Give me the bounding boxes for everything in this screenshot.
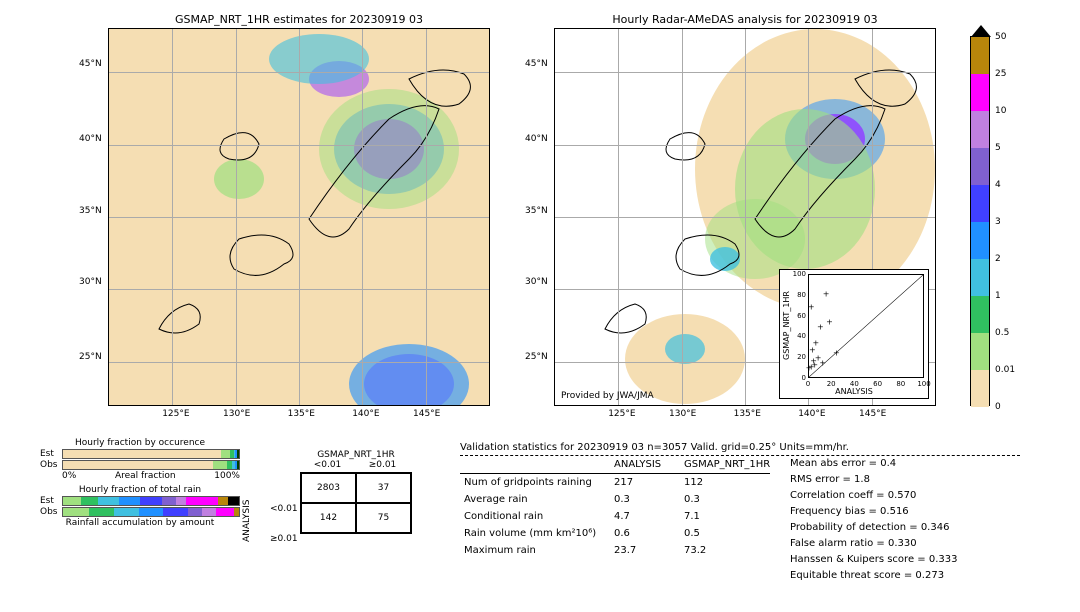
xtick: 130°E xyxy=(223,409,250,419)
stats-row-label: Num of gridpoints raining xyxy=(460,474,610,491)
stats-metric: Hanssen & Kuipers score = 0.333 xyxy=(790,552,957,568)
stats-row-label: Conditional rain xyxy=(460,508,610,525)
stats-row-label: Maximum rain xyxy=(460,542,610,559)
colorbar-tick: 0.5 xyxy=(995,328,1009,338)
stats-metric: Correlation coeff = 0.570 xyxy=(790,488,957,504)
frac-row-label: Obs xyxy=(40,460,62,470)
stats-metric: Probability of detection = 0.346 xyxy=(790,520,957,536)
scatter-ylabel: GSMAP_NRT_1HR xyxy=(782,291,791,360)
stats-metric: Equitable threat score = 0.273 xyxy=(790,568,957,584)
ct-cell: 142 xyxy=(301,503,356,533)
ytick: 30°N xyxy=(525,277,548,287)
stats-cell: 0.3 xyxy=(680,491,770,508)
colorbar-tick: 4 xyxy=(995,180,1001,190)
stats-cell: 23.7 xyxy=(610,542,680,559)
ct-row-header: ≥0.01 xyxy=(270,524,298,554)
ytick: 45°N xyxy=(525,59,548,69)
stats-cell: 0.5 xyxy=(680,525,770,542)
ct-cell: 37 xyxy=(356,473,411,503)
occ-xlabel: Areal fraction xyxy=(115,471,176,481)
ytick: 25°N xyxy=(79,352,102,362)
colorbar-tick: 3 xyxy=(995,217,1001,227)
stats-col-header xyxy=(460,456,610,474)
ct-cell: 75 xyxy=(356,503,411,533)
contingency-table: GSMAP_NRT_1HR <0.01 ≥0.01 2803 37 142 75… xyxy=(300,450,412,534)
xtick: 140°E xyxy=(798,409,825,419)
pct-label: 0% xyxy=(62,471,76,481)
stats-row-label: Average rain xyxy=(460,491,610,508)
ytick: 40°N xyxy=(79,134,102,144)
ytick: 35°N xyxy=(525,206,548,216)
right-map-panel: Hourly Radar-AMeDAS analysis for 2023091… xyxy=(554,28,936,406)
frac-row-label: Est xyxy=(40,496,62,506)
colorbar-tick: 2 xyxy=(995,254,1001,264)
ct-row-title: ANALYSIS xyxy=(242,500,252,542)
ct-cell: 2803 xyxy=(301,473,356,503)
stats-panel: Validation statistics for 20230919 03 n=… xyxy=(460,442,1020,559)
stats-cell: 217 xyxy=(610,474,680,491)
xtick: 135°E xyxy=(288,409,315,419)
pct-label: 100% xyxy=(214,471,240,481)
ytick: 40°N xyxy=(525,134,548,144)
colorbar-tick: 50 xyxy=(995,32,1006,42)
right-map-area: Provided by JWA/JMA +++++++++++++ ANALYS… xyxy=(555,29,935,405)
colorbar-tick: 25 xyxy=(995,69,1006,79)
colorbar-tick: 1 xyxy=(995,291,1001,301)
xtick: 125°E xyxy=(608,409,635,419)
total-title: Hourly fraction of total rain xyxy=(40,485,240,495)
stats-cell: 4.7 xyxy=(610,508,680,525)
stats-title: Validation statistics for 20230919 03 n=… xyxy=(460,442,1020,453)
ytick: 35°N xyxy=(79,206,102,216)
ct-row-header: <0.01 xyxy=(270,494,298,524)
stats-metric: Mean abs error = 0.4 xyxy=(790,456,957,472)
frac-bar xyxy=(62,496,240,506)
frac-row-label: Est xyxy=(40,449,62,459)
stats-col-header: ANALYSIS xyxy=(610,456,680,474)
stats-col-header: GSMAP_NRT_1HR xyxy=(680,456,770,474)
stats-cell: 0.3 xyxy=(610,491,680,508)
xtick: 135°E xyxy=(734,409,761,419)
stats-cell: 7.1 xyxy=(680,508,770,525)
stats-cell: 73.2 xyxy=(680,542,770,559)
accum-label: Rainfall accumulation by amount xyxy=(40,518,240,528)
colorbar: 502510543210.50.010 xyxy=(970,36,990,406)
colorbar-tick: 0.01 xyxy=(995,365,1015,375)
occ-title: Hourly fraction by occurence xyxy=(40,438,240,448)
stats-cell: 112 xyxy=(680,474,770,491)
frac-bar xyxy=(62,507,240,517)
colorbar-tick: 10 xyxy=(995,106,1006,116)
ytick: 25°N xyxy=(525,352,548,362)
stats-metrics: Mean abs error = 0.4RMS error = 1.8Corre… xyxy=(790,456,957,584)
frac-bar xyxy=(62,449,240,459)
ytick: 45°N xyxy=(79,59,102,69)
ct-title: GSMAP_NRT_1HR xyxy=(300,450,412,460)
colorbar-tick: 0 xyxy=(995,402,1001,412)
xtick: 130°E xyxy=(669,409,696,419)
frac-row-label: Obs xyxy=(40,507,62,517)
fraction-panel: Hourly fraction by occurence Est Obs 0% … xyxy=(40,438,240,528)
left-map-area xyxy=(109,29,489,405)
xtick: 140°E xyxy=(352,409,379,419)
map-attribution: Provided by JWA/JMA xyxy=(561,391,654,401)
left-map-title: GSMAP_NRT_1HR estimates for 20230919 03 xyxy=(109,13,489,26)
stats-metric: RMS error = 1.8 xyxy=(790,472,957,488)
stats-metric: Frequency bias = 0.516 xyxy=(790,504,957,520)
scatter-inset: +++++++++++++ ANALYSIS GSMAP_NRT_1HR 020… xyxy=(779,269,929,399)
xtick: 145°E xyxy=(413,409,440,419)
ct-col-header: ≥0.01 xyxy=(355,460,410,470)
stats-cell: 0.6 xyxy=(610,525,680,542)
right-map-title: Hourly Radar-AMeDAS analysis for 2023091… xyxy=(555,13,935,26)
stats-metric: False alarm ratio = 0.330 xyxy=(790,536,957,552)
xtick: 145°E xyxy=(859,409,886,419)
scatter-xlabel: ANALYSIS xyxy=(780,387,928,396)
stats-row-label: Rain volume (mm km²10⁶) xyxy=(460,525,610,542)
ytick: 30°N xyxy=(79,277,102,287)
ct-col-header: <0.01 xyxy=(300,460,355,470)
frac-bar xyxy=(62,460,240,470)
colorbar-over-arrow-icon xyxy=(971,25,991,37)
left-map-panel: GSMAP_NRT_1HR estimates for 20230919 03 xyxy=(108,28,490,406)
colorbar-tick: 5 xyxy=(995,143,1001,153)
xtick: 125°E xyxy=(162,409,189,419)
